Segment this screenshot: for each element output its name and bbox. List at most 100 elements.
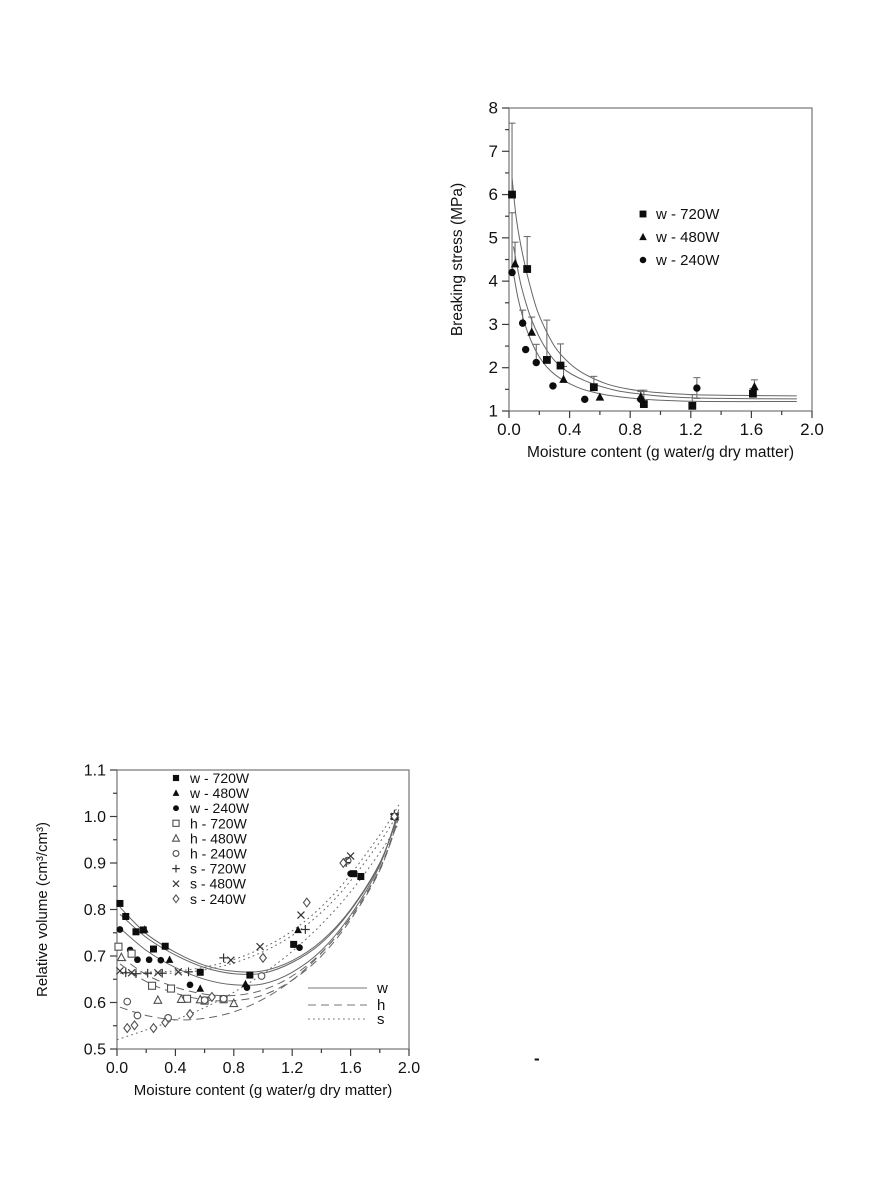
data-point-s-240W — [207, 991, 216, 1003]
y-tick-label: 4 — [489, 272, 498, 291]
breaking-stress-chart: 0.0 0.4 0.8 1.2 1.6 2.0 1 2 3 4 5 6 7 8 Moisture conte… — [449, 99, 824, 462]
x-tick-label: 2.0 — [800, 420, 824, 439]
data-point-w-720W — [589, 383, 598, 392]
x-axis-label: Moisture content (g water/g dry matter) — [134, 1082, 392, 1099]
data-point-w-240W — [518, 319, 527, 327]
data-point-w-240W — [243, 984, 251, 991]
data-point-s-240W — [130, 1020, 139, 1031]
y-tick-label: 0.7 — [84, 949, 106, 966]
data-point-w-720W — [116, 899, 124, 907]
data-point-s-720W — [121, 968, 131, 978]
y-tick-label: 0.9 — [84, 856, 106, 873]
data-point-h-720W — [147, 981, 157, 990]
legend-label-w-240W: w - 240W — [655, 252, 720, 269]
legend-marker-h-240W — [172, 850, 180, 857]
relative-volume-chart: 0.0 0.4 0.8 1.2 1.6 2.0 0.5 0.6 0.7 0.8 0.9 1.0 1.1 M… — [34, 763, 420, 1100]
data-point-s-240W — [390, 811, 399, 822]
line-legend-label-w: w — [376, 980, 388, 997]
data-point-s-480W — [127, 968, 136, 977]
data-point-w-480W — [140, 925, 149, 933]
series-curve-s-480W — [119, 804, 400, 973]
x-tick-label: 0.0 — [106, 1060, 128, 1077]
data-point-s-240W — [302, 897, 311, 908]
data-point-s-480W — [346, 852, 355, 860]
legend-marker-h-480W — [171, 833, 181, 842]
legend-item-w-720W: w - 720W — [172, 770, 250, 786]
data-point-w-720W — [542, 356, 551, 364]
legend-marker-s-240W — [172, 894, 180, 904]
data-point-w-720W — [132, 928, 140, 936]
legend-label-h-480W: h - 480W — [190, 830, 248, 846]
legend-label-w-240W: w - 240W — [189, 800, 250, 816]
x-tick-label: 0.4 — [558, 420, 582, 439]
legend-item-h-720W: h - 720W — [172, 815, 248, 831]
data-point-s-240W — [149, 1022, 158, 1034]
data-point-w-480W — [750, 382, 759, 391]
legend-label-s-480W: s - 480W — [190, 876, 247, 892]
data-point-s-240W — [258, 952, 268, 964]
data-point-s-480W — [297, 911, 305, 920]
series-curve-h-720W — [119, 816, 400, 997]
data-point-h-720W — [114, 942, 123, 951]
y-tick-label: 2 — [489, 358, 498, 377]
data-point-h-480W — [229, 998, 239, 1008]
legend-label-s-240W: s - 240W — [190, 891, 247, 907]
data-point-w-720W — [688, 401, 697, 410]
legend-marker-w-480W — [172, 789, 180, 796]
x-tick-label: 1.2 — [281, 1060, 303, 1077]
data-point-w-240W — [116, 926, 124, 933]
data-point-w-240W — [134, 956, 141, 964]
line-legend-item-h: h — [308, 997, 385, 1014]
legend-label-s-720W: s - 720W — [190, 861, 247, 877]
legend-marker-s-480W — [172, 880, 180, 888]
data-point-s-480W — [153, 968, 162, 977]
data-point-s-240W — [161, 1017, 170, 1028]
data-point-w-480W — [510, 259, 520, 268]
series-curve-w-480W — [119, 811, 400, 975]
legend-item-w-720W: w - 720W — [639, 206, 720, 223]
legend-label-h-240W: h - 240W — [190, 846, 248, 862]
legend-item-s-720W: s - 720W — [172, 861, 247, 877]
x-tick-label: 0.8 — [223, 1060, 245, 1077]
data-point-s-240W — [339, 857, 348, 869]
data-point-s-720W — [143, 968, 153, 978]
legend-label-w-480W: w - 480W — [655, 229, 720, 246]
data-point-w-240W — [186, 981, 194, 989]
legend-item-w-240W: w - 240W — [173, 800, 250, 816]
data-point-s-720W — [184, 967, 193, 977]
y-tick-label: 1.0 — [84, 809, 106, 826]
data-point-h-720W — [166, 984, 176, 993]
data-point-w-720W — [639, 400, 648, 408]
data-point-w-720W — [290, 940, 298, 948]
data-point-w-240W — [347, 870, 354, 878]
legend-label-w-480W: w - 480W — [189, 785, 250, 801]
data-point-h-480W — [176, 993, 186, 1003]
legend-label-w-720W: w - 720W — [189, 770, 250, 786]
data-point-s-720W — [157, 968, 167, 978]
data-point-w-480W — [165, 955, 174, 963]
legend-item-h-240W: h - 240W — [172, 846, 248, 862]
data-point-w-240W — [532, 358, 540, 367]
legend-marker-w-720W — [639, 210, 647, 218]
data-point-w-720W — [150, 945, 157, 953]
data-point-w-240W — [157, 956, 165, 964]
data-point-w-240W — [581, 395, 589, 404]
legend-item-w-480W: w - 480W — [172, 785, 250, 801]
data-point-w-240W — [693, 384, 701, 392]
series-curve-h-480W — [119, 817, 400, 1002]
data-point-h-720W — [127, 949, 136, 958]
legend-item-s-240W: s - 240W — [172, 891, 247, 907]
legend-label-h-720W: h - 720W — [190, 815, 248, 831]
data-point-w-720W — [556, 361, 565, 370]
legend-marker-s-720W — [172, 864, 180, 873]
data-point-s-240W — [123, 1022, 132, 1034]
line-legend-label-h: h — [377, 997, 385, 1014]
x-tick-label: 0.4 — [164, 1060, 186, 1077]
series-curve-h-240W — [119, 818, 400, 1021]
data-point-w-720W — [749, 389, 757, 398]
legend-marker-w-480W — [639, 232, 647, 241]
legend-marker-w-720W — [172, 774, 180, 782]
legend-item-h-480W: h - 480W — [171, 830, 248, 846]
plot-frame — [116, 769, 410, 1050]
data-point-w-240W — [296, 944, 303, 951]
